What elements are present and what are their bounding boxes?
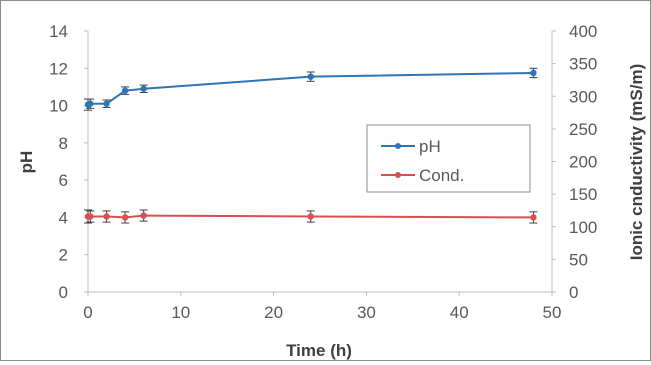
legend: pH Cond. <box>366 124 531 193</box>
data-point <box>121 87 129 94</box>
y-tick-label: 12 <box>49 59 68 78</box>
series-ph <box>84 67 538 111</box>
data-point <box>307 213 314 220</box>
y2-axis-title: Ionic cnductivity (mS/m) <box>627 64 646 260</box>
legend-label-ph: pH <box>419 137 441 156</box>
legend-box <box>366 124 531 193</box>
y2-tick-label: 150 <box>569 185 597 204</box>
data-point <box>140 212 147 219</box>
data-point <box>87 213 94 220</box>
y-tick-label: 10 <box>49 97 68 116</box>
x-tick-label: 10 <box>171 303 190 322</box>
data-point <box>530 69 537 77</box>
y2-tick-label: 0 <box>569 283 578 302</box>
y-tick-label: 0 <box>59 283 68 302</box>
legend-marker-ph <box>395 143 401 149</box>
y2-tick-label: 200 <box>569 153 597 172</box>
y2-tick-label: 300 <box>569 87 597 106</box>
x-tick-label: 0 <box>83 303 92 322</box>
legend-marker-cond <box>395 172 401 178</box>
y-axis-title: pH <box>17 151 36 174</box>
x-tick-label: 30 <box>357 303 376 322</box>
data-point <box>140 85 147 92</box>
y-tick-label: 8 <box>59 134 68 153</box>
y-tick-label: 4 <box>59 208 68 227</box>
y-tick-label: 14 <box>49 22 68 41</box>
data-point <box>121 214 129 221</box>
data-point <box>87 100 94 107</box>
data-point <box>103 213 110 220</box>
x-tick-label: 20 <box>264 303 283 322</box>
y2-tick-label: 350 <box>569 55 597 74</box>
x-tick-label: 40 <box>450 303 469 322</box>
y2-tick-label: 400 <box>569 22 597 41</box>
series-cond <box>84 209 538 224</box>
y2-tick-label: 100 <box>569 218 597 237</box>
y-tick-label: 6 <box>59 171 68 190</box>
y2-tick-label: 250 <box>569 120 597 139</box>
y2-tick-label: 50 <box>569 250 588 269</box>
axes-layer: 0 10 20 30 40 50 0 2 4 6 8 10 12 14 0 50 100 150 200 250 300… <box>49 22 597 322</box>
series-layer <box>84 67 538 224</box>
x-axis-title: Time (h) <box>286 341 352 360</box>
data-point <box>103 100 110 107</box>
legend-label-cond: Cond. <box>419 166 464 185</box>
y-tick-label: 2 <box>59 246 68 265</box>
data-point <box>307 73 314 80</box>
x-tick-label: 50 <box>543 303 562 322</box>
data-point <box>530 214 537 221</box>
